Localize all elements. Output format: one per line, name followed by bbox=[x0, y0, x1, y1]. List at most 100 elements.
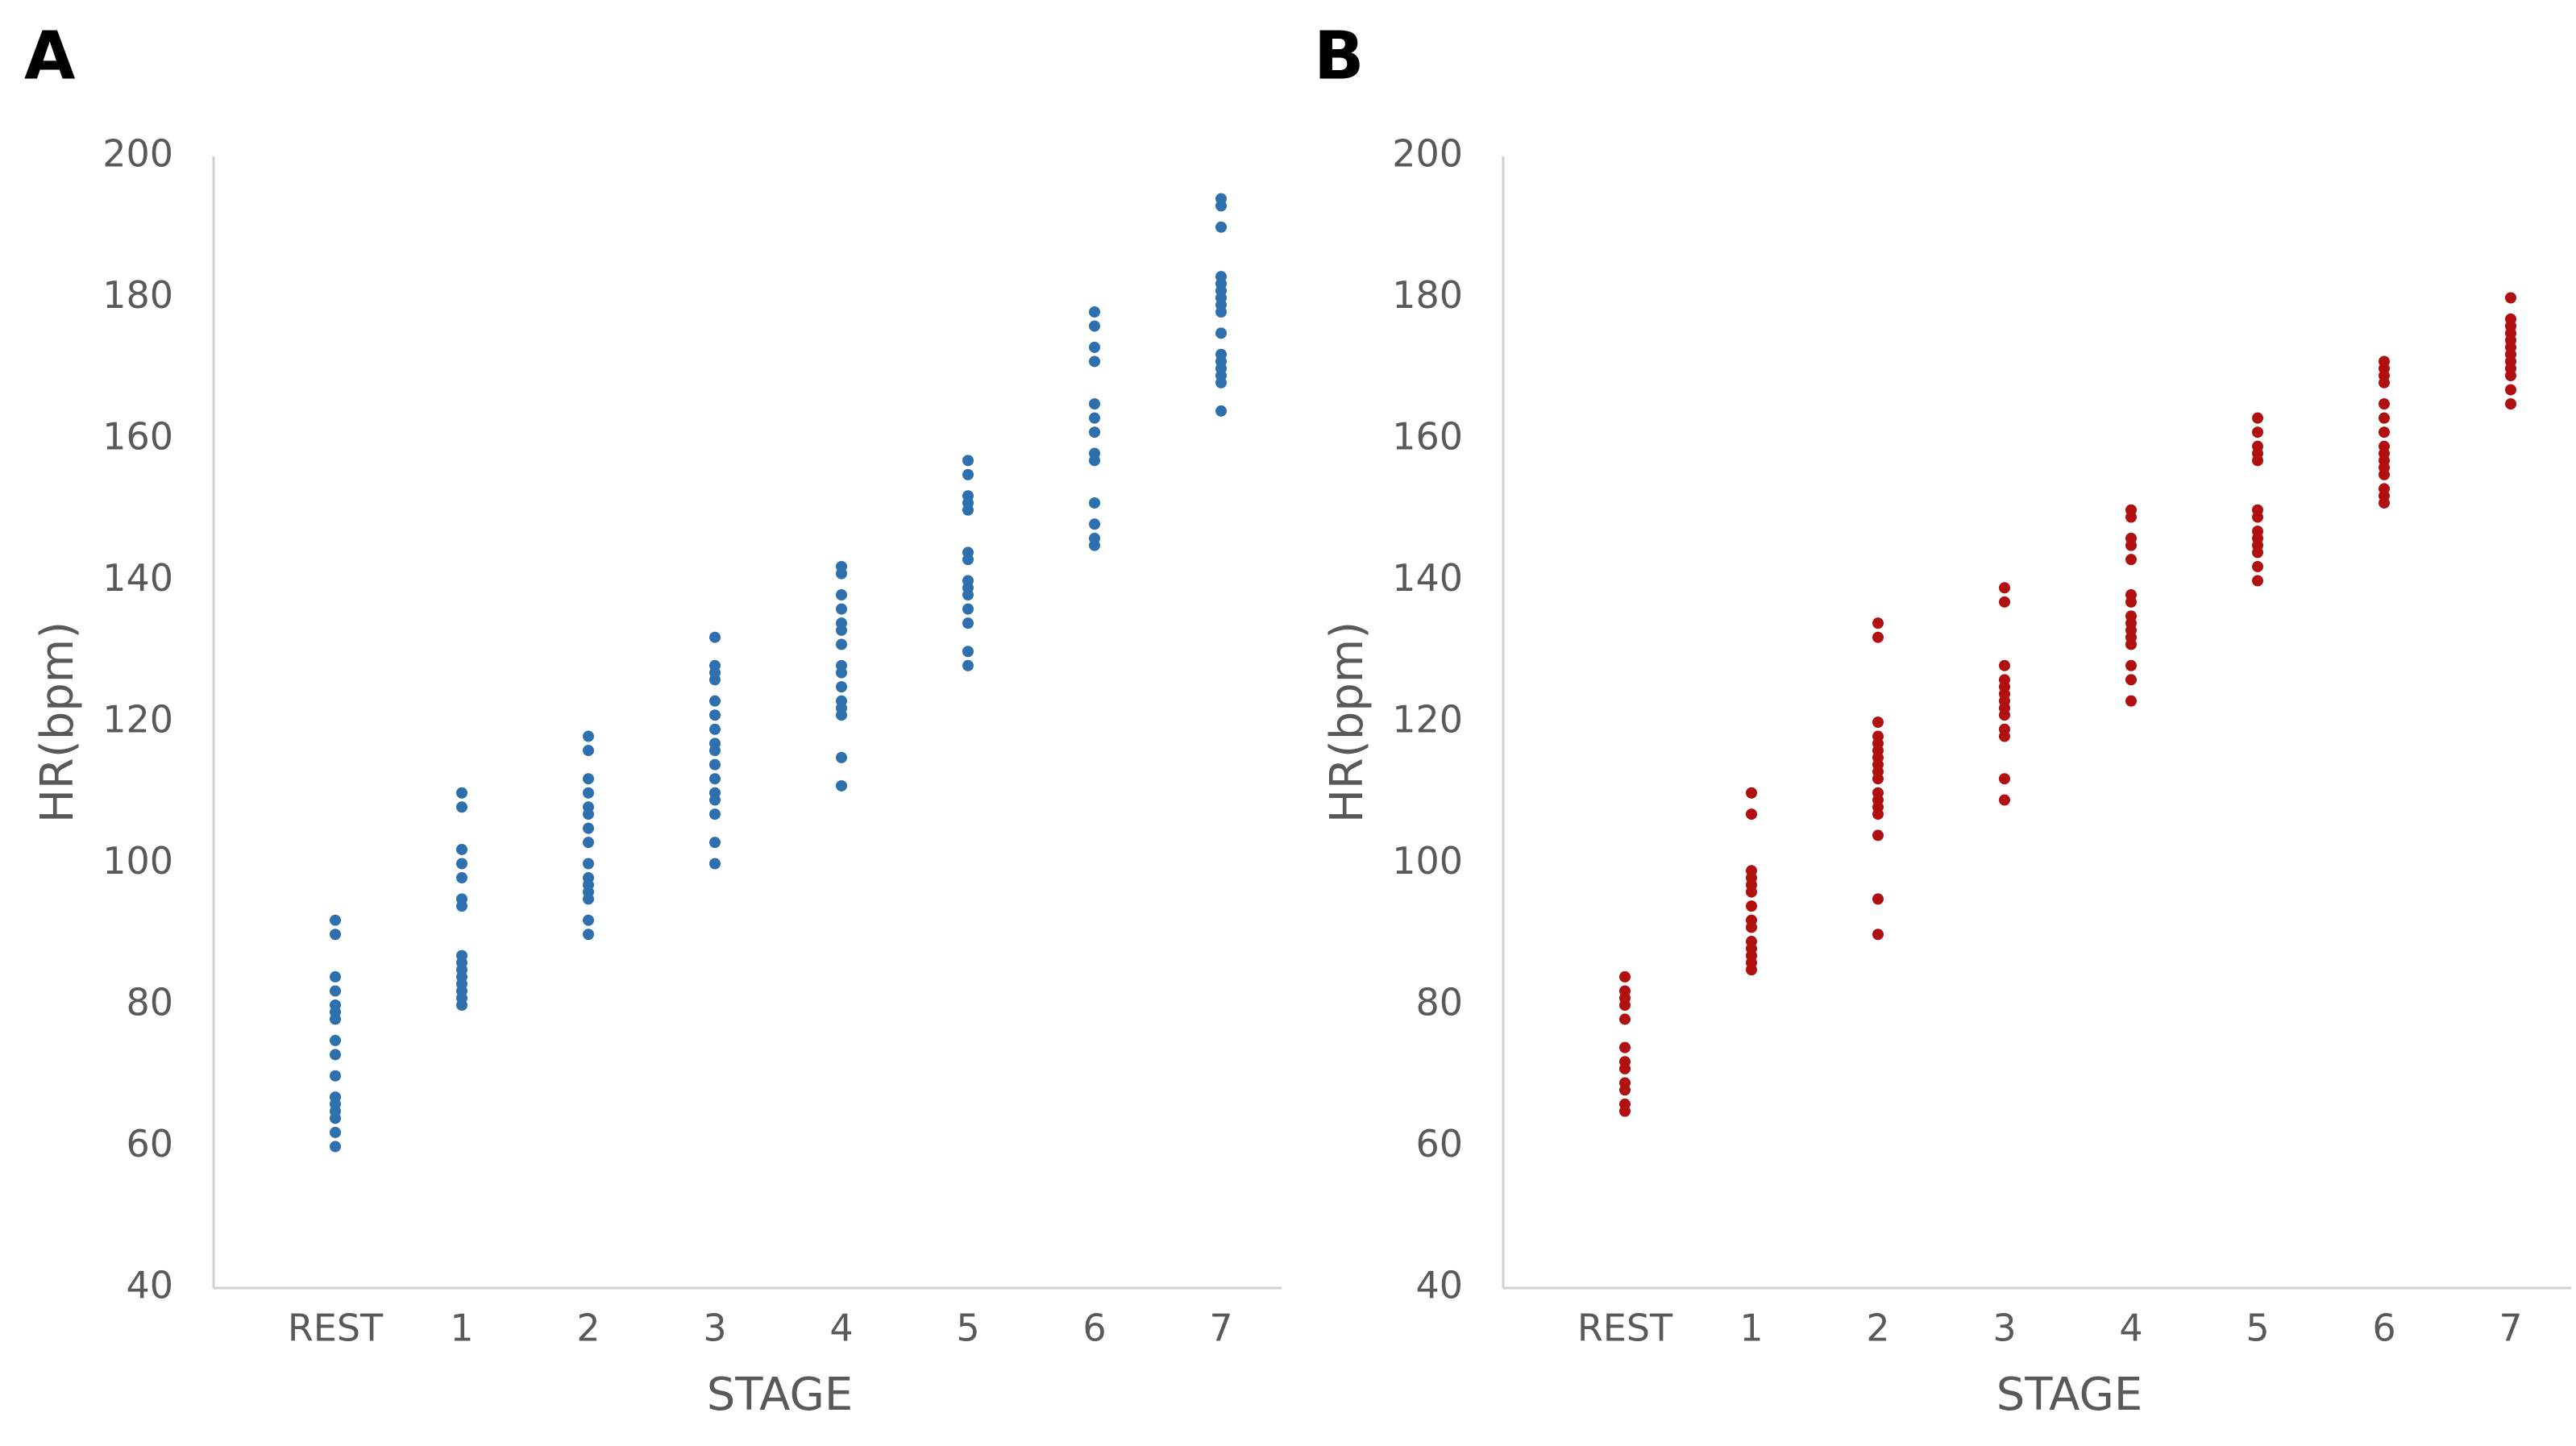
dot bbox=[962, 468, 974, 480]
x-tick-label: 7 bbox=[1209, 1307, 1232, 1350]
dot bbox=[709, 794, 721, 806]
dot bbox=[962, 455, 974, 467]
dot bbox=[1089, 426, 1100, 438]
dot bbox=[1215, 405, 1227, 417]
dot bbox=[709, 758, 721, 771]
x-tick-label: 6 bbox=[1082, 1307, 1106, 1350]
dot bbox=[330, 1141, 341, 1153]
dot bbox=[962, 504, 974, 516]
dot bbox=[709, 695, 721, 707]
dot bbox=[1746, 787, 1757, 799]
dot bbox=[709, 674, 721, 686]
dot bbox=[836, 751, 847, 763]
dot bbox=[1872, 893, 1884, 905]
dot bbox=[836, 638, 847, 650]
dot bbox=[2252, 412, 2263, 424]
dot bbox=[836, 603, 847, 615]
dot bbox=[1215, 200, 1227, 212]
dot bbox=[962, 589, 974, 601]
dot bbox=[709, 709, 721, 721]
dot bbox=[836, 667, 847, 679]
dot bbox=[1999, 709, 2010, 721]
dot bbox=[2379, 497, 2390, 509]
dot bbox=[709, 631, 721, 643]
dot bbox=[1746, 921, 1757, 933]
y-tick-label: 80 bbox=[126, 981, 173, 1024]
dot bbox=[1089, 497, 1100, 509]
dot bbox=[330, 1112, 341, 1124]
dot bbox=[583, 730, 594, 742]
y-tick-label: 140 bbox=[1392, 556, 1463, 600]
dot bbox=[2505, 292, 2516, 304]
dot bbox=[1619, 1013, 1631, 1025]
dot bbox=[836, 779, 847, 792]
dot bbox=[583, 808, 594, 821]
dot bbox=[1619, 1105, 1631, 1117]
dot bbox=[330, 970, 341, 983]
dot bbox=[583, 914, 594, 926]
dot bbox=[962, 554, 974, 566]
dot bbox=[2125, 695, 2137, 707]
x-tick-label: 7 bbox=[2499, 1307, 2522, 1350]
dot bbox=[1999, 596, 2010, 608]
y-axis-title: HR(bpm) bbox=[31, 621, 84, 823]
y-tick-label: 100 bbox=[1392, 839, 1463, 883]
dot bbox=[1089, 306, 1100, 318]
dot bbox=[1872, 617, 1884, 630]
dot bbox=[2379, 398, 2390, 410]
dot bbox=[1215, 327, 1227, 339]
dot bbox=[1089, 355, 1100, 368]
x-tick-label: 1 bbox=[1739, 1307, 1763, 1350]
y-tick-label: 100 bbox=[102, 839, 173, 883]
dot bbox=[836, 589, 847, 601]
x-tick-label: 6 bbox=[2372, 1307, 2395, 1350]
dot bbox=[1619, 1062, 1631, 1074]
dot bbox=[1746, 964, 1757, 976]
dot bbox=[709, 837, 721, 849]
dot bbox=[836, 624, 847, 636]
dot bbox=[1089, 341, 1100, 353]
dot bbox=[583, 929, 594, 941]
dot bbox=[330, 1126, 341, 1138]
dot bbox=[1999, 794, 2010, 806]
dot bbox=[456, 801, 467, 813]
y-tick-label: 40 bbox=[1415, 1264, 1463, 1307]
dot bbox=[709, 858, 721, 870]
y-tick-label: 40 bbox=[126, 1264, 173, 1307]
dot bbox=[1619, 999, 1631, 1011]
dot bbox=[456, 843, 467, 855]
dot bbox=[2252, 455, 2263, 467]
dot bbox=[2252, 575, 2263, 587]
y-tick-label: 60 bbox=[126, 1122, 173, 1166]
dot bbox=[1089, 539, 1100, 551]
panel-label: A bbox=[24, 18, 76, 94]
dot bbox=[836, 681, 847, 693]
dot bbox=[1619, 1084, 1631, 1096]
x-tick-label: 4 bbox=[829, 1307, 853, 1350]
dot bbox=[1872, 717, 1884, 728]
dot bbox=[456, 999, 467, 1011]
dot bbox=[2125, 511, 2137, 523]
x-tick-label: 5 bbox=[956, 1307, 979, 1350]
dot bbox=[709, 808, 721, 821]
dot bbox=[962, 603, 974, 615]
dot bbox=[2125, 539, 2137, 551]
dot bbox=[2505, 384, 2516, 396]
x-tick-label: 1 bbox=[450, 1307, 473, 1350]
dot bbox=[330, 1013, 341, 1025]
dot bbox=[1746, 900, 1757, 912]
y-tick-label: 60 bbox=[1415, 1122, 1463, 1166]
dot bbox=[2505, 370, 2516, 382]
x-axis-title: STAGE bbox=[707, 1369, 854, 1421]
y-tick-label: 180 bbox=[102, 273, 173, 317]
dot bbox=[962, 646, 974, 658]
dot bbox=[1872, 829, 1884, 841]
dot bbox=[2252, 511, 2263, 523]
dot bbox=[2252, 426, 2263, 438]
dot bbox=[583, 787, 594, 799]
dot bbox=[709, 723, 721, 735]
dot bbox=[1215, 376, 1227, 389]
dot bbox=[1999, 773, 2010, 785]
y-tick-label: 160 bbox=[102, 415, 173, 459]
